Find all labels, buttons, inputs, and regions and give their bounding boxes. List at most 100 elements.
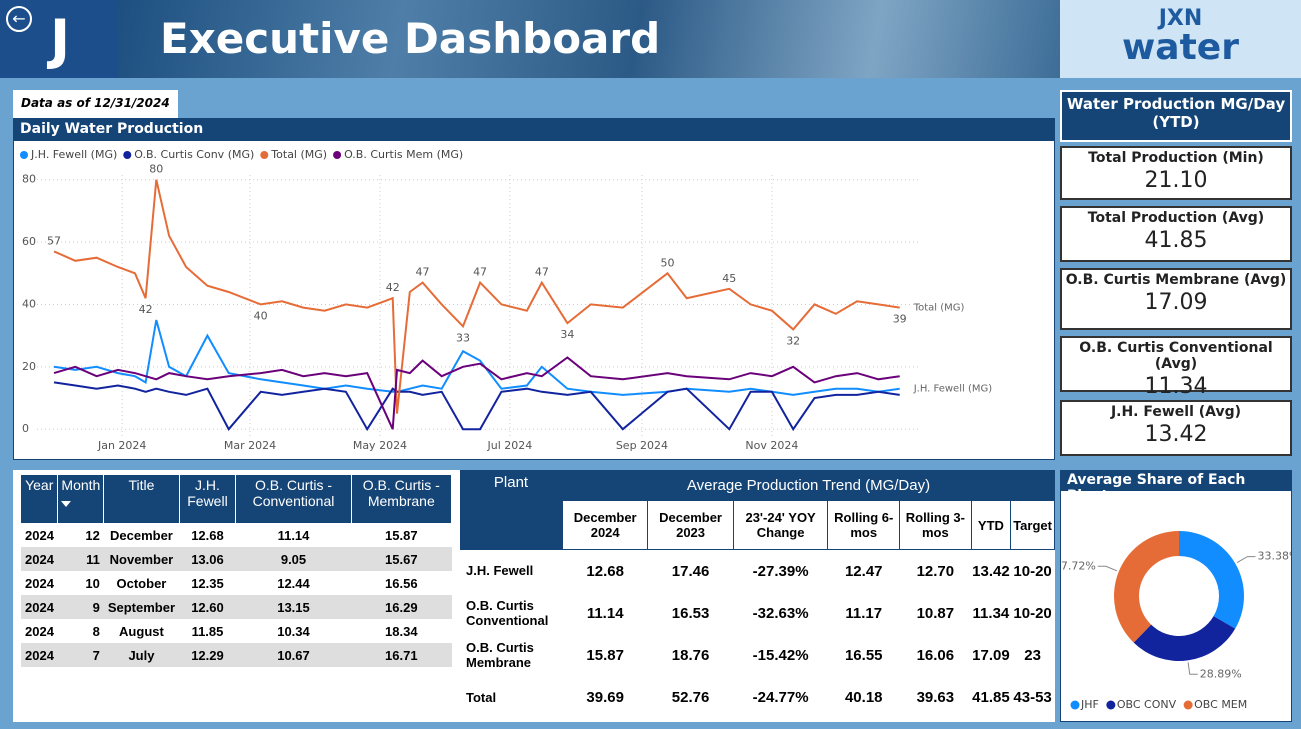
table-cell: 16.71 bbox=[351, 643, 451, 667]
kpi-label: Total Production (Avg) bbox=[1062, 210, 1290, 226]
table-cell: 16.06 bbox=[900, 634, 972, 676]
data-label: 47 bbox=[473, 266, 487, 279]
table-row: 20247July12.2910.6716.71 bbox=[21, 643, 452, 667]
table-cell: 11.14 bbox=[563, 592, 648, 634]
column-header: YTD bbox=[971, 501, 1011, 550]
leader-line bbox=[1098, 566, 1117, 571]
x-tick-label: May 2024 bbox=[353, 439, 407, 452]
kpi-label: J.H. Fewell (Avg) bbox=[1062, 404, 1290, 420]
table-cell: 11.17 bbox=[828, 592, 900, 634]
column-header: Rolling 6-mos bbox=[828, 501, 900, 550]
table-cell: 11.85 bbox=[179, 619, 236, 643]
logo-bottom: water bbox=[1060, 28, 1301, 68]
sort-arrow[interactable] bbox=[61, 501, 71, 507]
table-cell: 16.55 bbox=[828, 634, 900, 676]
dashboard: ← J Executive Dashboard JXN water Data a… bbox=[0, 0, 1301, 729]
panel-title: Daily Water Production bbox=[14, 119, 1054, 141]
leader-line bbox=[1188, 662, 1198, 674]
table-cell: 12 bbox=[58, 523, 104, 547]
pie-slice bbox=[1114, 531, 1179, 643]
column-header: Title bbox=[104, 475, 179, 523]
data-label: 32 bbox=[786, 334, 800, 347]
x-tick-label: Jan 2024 bbox=[97, 439, 146, 452]
slice-label: 37.72% bbox=[1061, 559, 1096, 572]
table-cell: 13.15 bbox=[236, 595, 351, 619]
monthly-panel: YearMonthTitleJ.H. FewellO.B. Curtis - C… bbox=[13, 470, 460, 722]
logo-block: ← J bbox=[0, 0, 118, 78]
data-date: Data as of 12/31/2024 bbox=[13, 90, 178, 118]
kpi-card: Total Production (Avg) 41.85 bbox=[1060, 206, 1292, 262]
series-line bbox=[54, 180, 900, 414]
kpi-value: 41.85 bbox=[1062, 228, 1290, 253]
table-cell: August bbox=[104, 619, 179, 643]
table-cell: November bbox=[104, 547, 179, 571]
table-cell: 2024 bbox=[21, 619, 58, 643]
legend-label: Total (MG) bbox=[270, 148, 327, 161]
kpi-card: Total Production (Min)21.10 bbox=[1060, 146, 1292, 200]
table-cell: 52.76 bbox=[648, 676, 733, 718]
table-cell: 12.47 bbox=[828, 550, 900, 593]
kpi-card: O.B. Curtis Conventional (Avg)11.34 bbox=[1060, 336, 1292, 392]
column-header: Rolling 3-mos bbox=[900, 501, 972, 550]
table-cell: 12.70 bbox=[900, 550, 972, 593]
legend-marker bbox=[333, 151, 341, 159]
data-label: 42 bbox=[386, 281, 400, 294]
legend-marker bbox=[123, 151, 131, 159]
table-cell: 12.60 bbox=[179, 595, 236, 619]
table-cell: 17.09 bbox=[971, 634, 1011, 676]
plant-name: O.B. Curtis Conventional bbox=[460, 592, 563, 634]
table-cell: -15.42% bbox=[733, 634, 828, 676]
legend-label: J.H. Fewell (MG) bbox=[30, 148, 117, 161]
table-cell: 15.87 bbox=[351, 523, 451, 547]
table-cell: 11 bbox=[58, 547, 104, 571]
table-row: O.B. Curtis Membrane15.8718.76-15.42%16.… bbox=[460, 634, 1055, 676]
table-cell: 43-53 bbox=[1011, 676, 1055, 718]
x-tick-label: Mar 2024 bbox=[224, 439, 276, 452]
kpi-label: O.B. Curtis Conventional (Avg) bbox=[1062, 340, 1290, 372]
kpi-value: 17.09 bbox=[1062, 290, 1290, 315]
data-label: 45 bbox=[722, 272, 736, 285]
banner: Executive Dashboard bbox=[118, 0, 1060, 78]
legend-label: OBC CONV bbox=[1117, 698, 1177, 711]
column-header: Year bbox=[21, 475, 58, 523]
legend-marker bbox=[1071, 701, 1080, 710]
table-cell: October bbox=[104, 571, 179, 595]
column-header: December 2023 bbox=[648, 501, 733, 550]
column-header: Month bbox=[58, 475, 104, 523]
table-cell: 12.44 bbox=[236, 571, 351, 595]
column-header: O.B. Curtis - Membrane bbox=[351, 475, 451, 523]
legend-marker bbox=[260, 151, 268, 159]
back-button[interactable]: ← bbox=[6, 6, 32, 32]
table-cell: 16.53 bbox=[648, 592, 733, 634]
table-cell: 2024 bbox=[21, 523, 58, 547]
slice-label: 33.38% bbox=[1257, 550, 1291, 563]
table-cell: 12.68 bbox=[179, 523, 236, 547]
kpi-value: 13.42 bbox=[1062, 422, 1290, 447]
table-cell: 39.63 bbox=[900, 676, 972, 718]
table-cell: 13.42 bbox=[971, 550, 1011, 593]
kpi-value: 11.34 bbox=[1062, 374, 1290, 399]
data-label: 80 bbox=[149, 163, 163, 176]
table-cell: 15.67 bbox=[351, 547, 451, 571]
column-header: O.B. Curtis - Conventional bbox=[236, 475, 351, 523]
plant-name: O.B. Curtis Membrane bbox=[460, 634, 563, 676]
table-cell: 2024 bbox=[21, 595, 58, 619]
column-header: Target bbox=[1011, 501, 1055, 550]
series-line bbox=[54, 320, 900, 395]
x-tick-label: Sep 2024 bbox=[616, 439, 668, 452]
table-cell: 16.29 bbox=[351, 595, 451, 619]
legend-marker bbox=[20, 151, 28, 159]
table-cell: 10 bbox=[58, 571, 104, 595]
series-end-label: Total (MG) bbox=[913, 303, 965, 314]
table-cell: 8 bbox=[58, 619, 104, 643]
y-tick-label: 40 bbox=[22, 297, 36, 310]
table-cell: 2024 bbox=[21, 643, 58, 667]
table-cell: 10.87 bbox=[900, 592, 972, 634]
legend-label: JHF bbox=[1080, 698, 1099, 711]
